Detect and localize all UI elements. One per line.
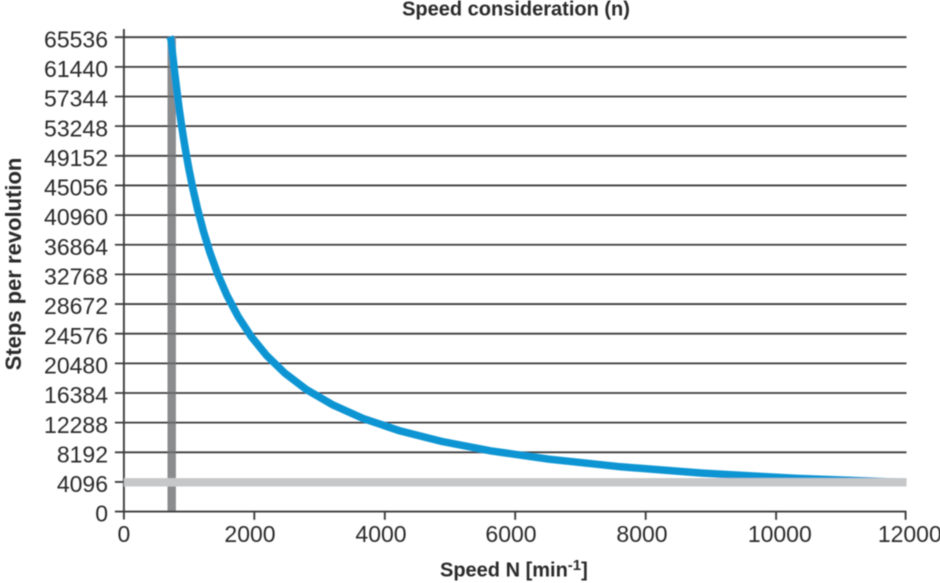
svg-text:Speed consideration (n): Speed consideration (n) <box>402 0 630 21</box>
svg-text:49152: 49152 <box>44 145 108 171</box>
svg-text:0: 0 <box>95 501 108 527</box>
svg-text:28672: 28672 <box>44 293 108 319</box>
svg-text:16384: 16384 <box>44 382 108 408</box>
svg-text:Steps per revolution: Steps per revolution <box>1 158 26 371</box>
svg-text:4096: 4096 <box>57 471 108 497</box>
svg-text:53248: 53248 <box>44 115 108 141</box>
svg-text:4000: 4000 <box>355 521 406 547</box>
svg-text:65536: 65536 <box>44 26 108 52</box>
svg-text:12288: 12288 <box>44 412 108 438</box>
svg-text:0: 0 <box>118 521 131 547</box>
svg-text:8000: 8000 <box>616 521 667 547</box>
svg-text:45056: 45056 <box>44 175 108 201</box>
svg-text:57344: 57344 <box>44 86 108 112</box>
svg-text:40960: 40960 <box>44 204 108 230</box>
svg-text:10000: 10000 <box>748 521 812 547</box>
svg-text:6000: 6000 <box>485 521 536 547</box>
svg-text:36864: 36864 <box>44 234 108 260</box>
svg-text:32768: 32768 <box>44 264 108 290</box>
svg-text:Speed N [min-1]: Speed N [min-1] <box>440 557 588 582</box>
svg-text:8192: 8192 <box>57 441 108 467</box>
svg-text:61440: 61440 <box>44 56 108 82</box>
svg-text:12000: 12000 <box>878 521 940 547</box>
svg-text:2000: 2000 <box>224 521 275 547</box>
svg-text:20480: 20480 <box>44 352 108 378</box>
svg-text:24576: 24576 <box>44 323 108 349</box>
